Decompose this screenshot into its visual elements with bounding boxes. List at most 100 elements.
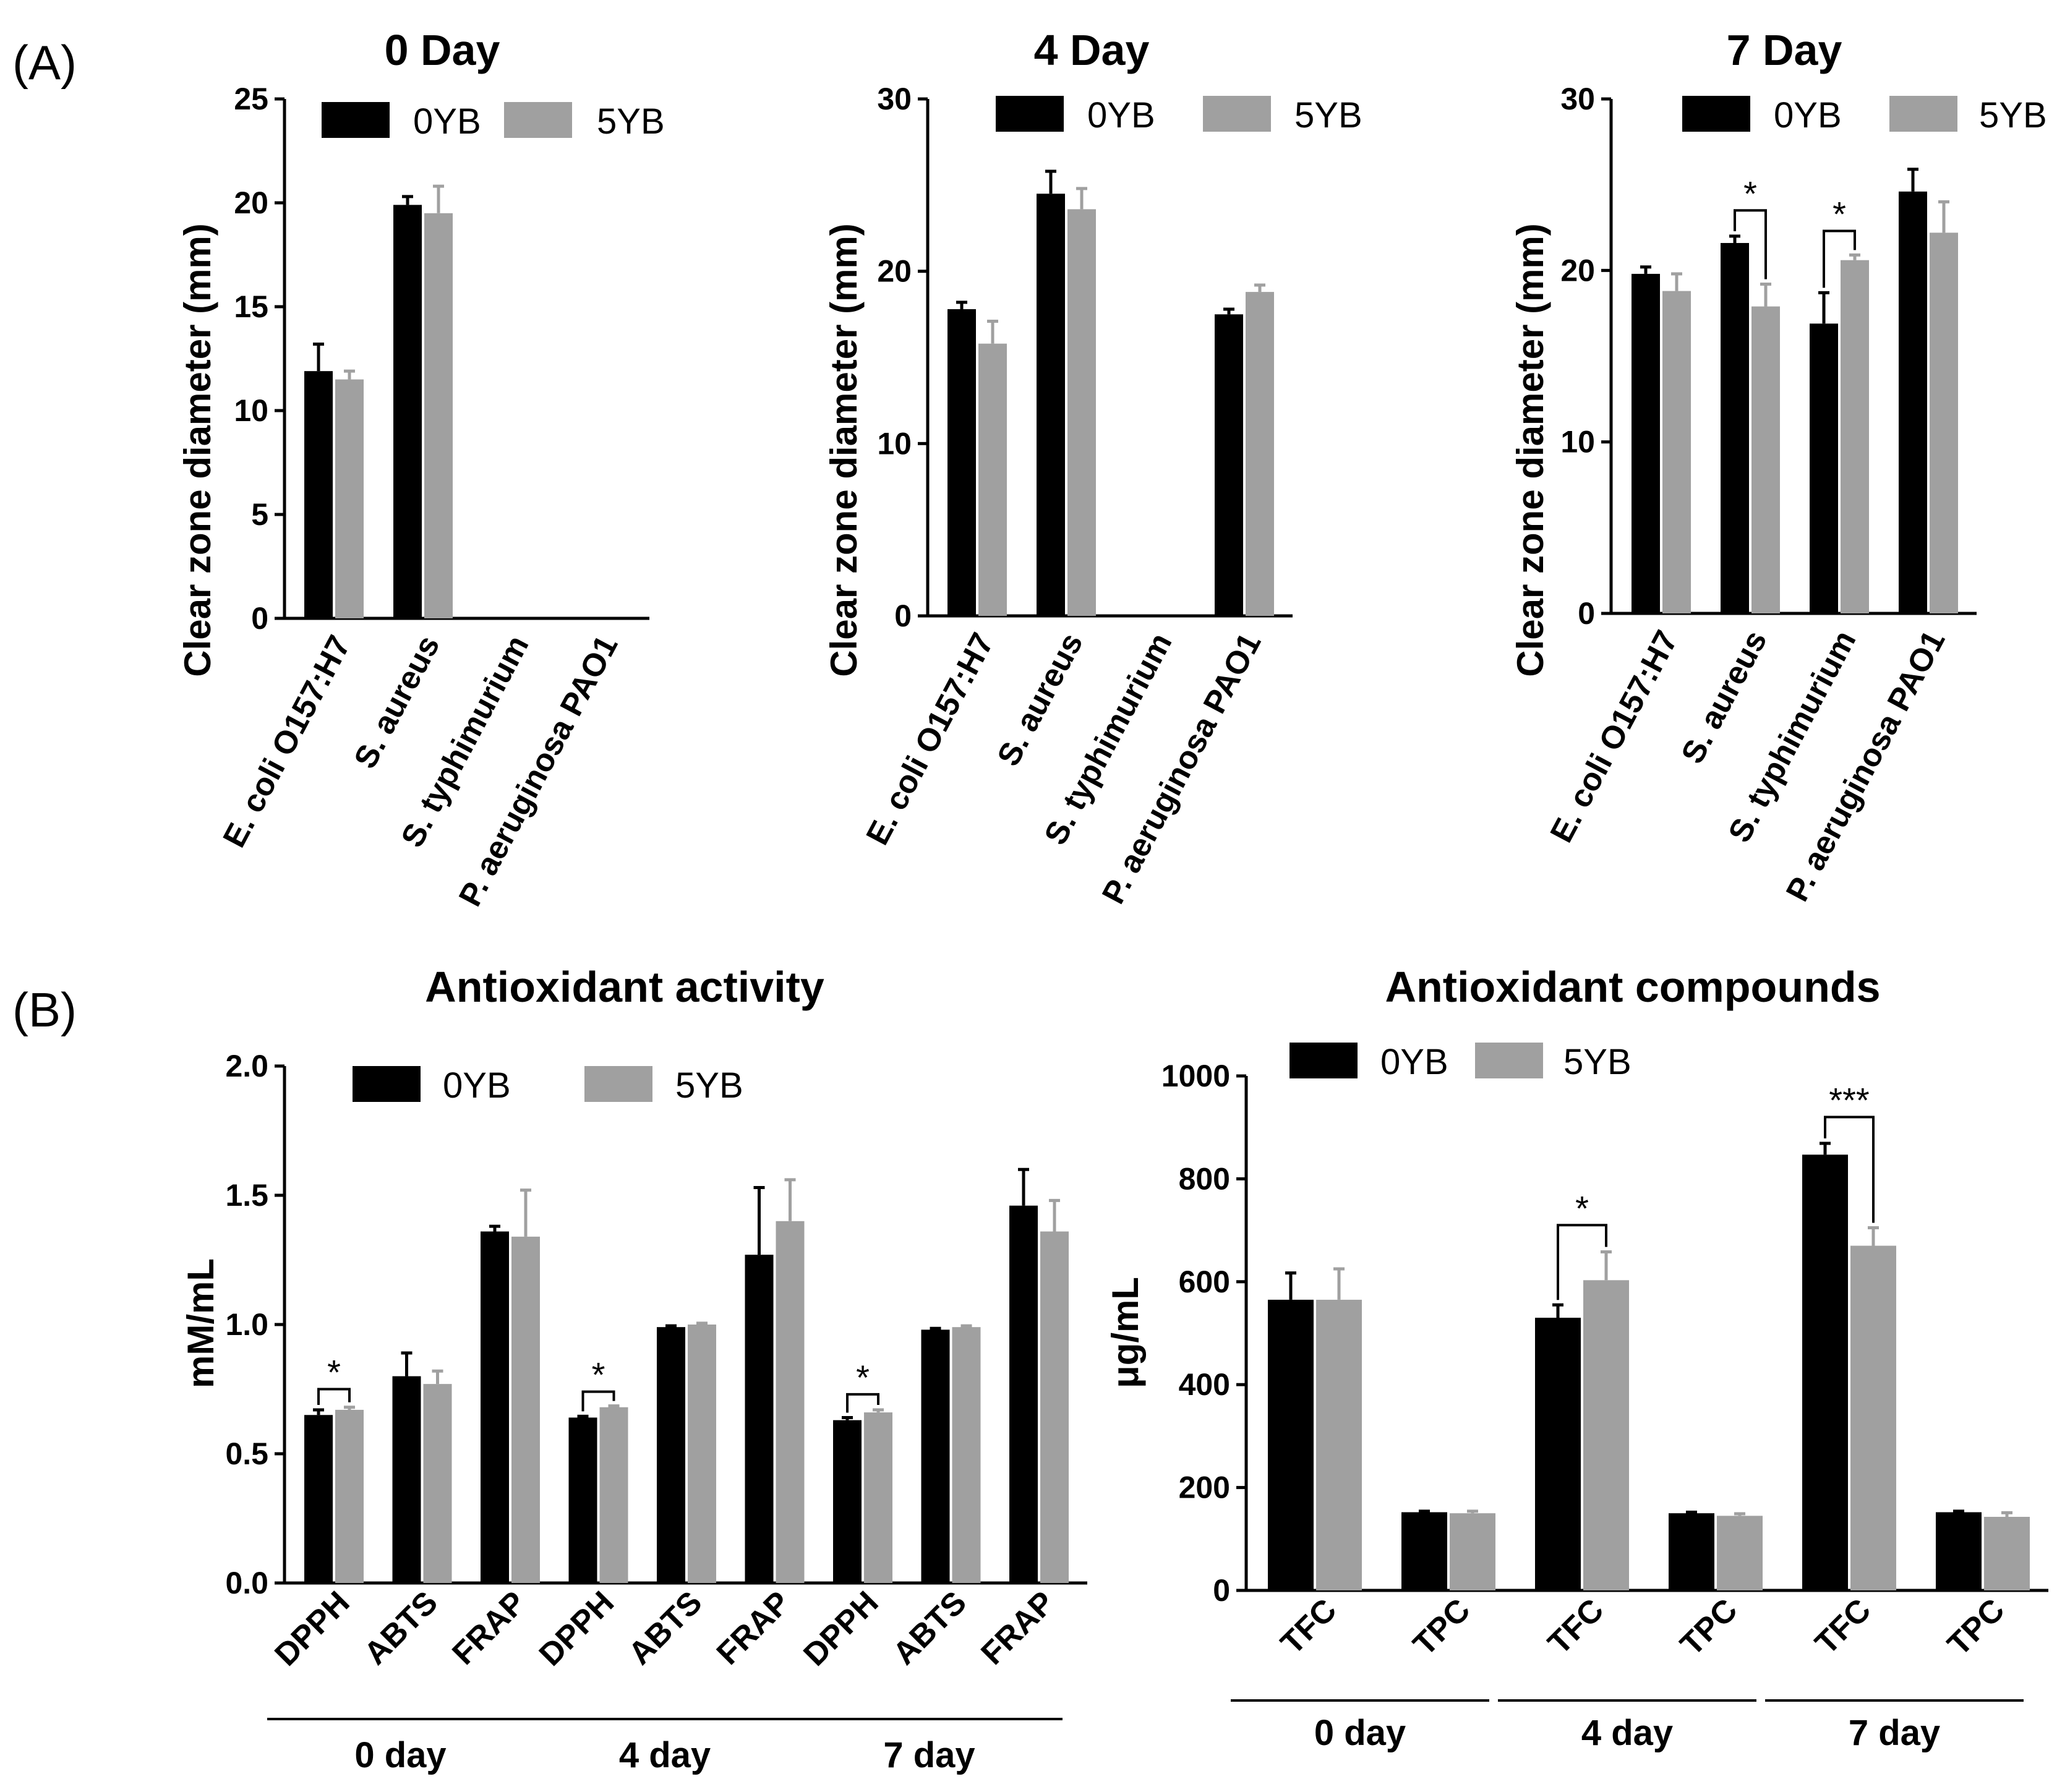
legend-swatch-0yb — [353, 1066, 421, 1102]
group-label: 4 day — [1581, 1713, 1673, 1753]
bar-0yb — [392, 1376, 421, 1583]
x-category-label: TFC — [1808, 1592, 1878, 1661]
bar-0yb — [1535, 1318, 1581, 1590]
significance-bracket — [581, 1390, 615, 1412]
bar-0yb — [1899, 191, 1927, 613]
x-category-label: DPPH — [797, 1584, 885, 1673]
bar-0yb — [1037, 194, 1065, 616]
bar-5yb — [952, 1327, 981, 1583]
bar-0yb — [947, 309, 976, 616]
x-category-label: E. coli O157:H7 — [1544, 625, 1685, 848]
bar-5yb — [423, 1384, 452, 1583]
y-tick-label: 0 — [894, 599, 912, 633]
bar-0yb — [921, 1329, 950, 1583]
x-category-label: FRAP — [445, 1584, 532, 1671]
x-category-label: S. aureus — [1674, 625, 1774, 769]
significance-marker: * — [856, 1358, 870, 1397]
x-category-label: DPPH — [532, 1584, 621, 1673]
bar-5yb — [1751, 306, 1780, 613]
x-category-label: ABTS — [622, 1584, 709, 1671]
chart-0-day: 0 Day Clear zone diameter (mm) 0YB 5YB 0… — [177, 26, 665, 912]
bar-0yb — [304, 371, 333, 618]
y-axis-title: Clear zone diameter (mm) — [1510, 223, 1551, 677]
x-category-label: P. aeruginosa PAO1 — [1779, 625, 1952, 907]
bar-5yb — [776, 1221, 805, 1583]
x-category-label: P. aeruginosa PAO1 — [452, 629, 625, 912]
bar-5yb — [599, 1407, 628, 1583]
bar-5yb — [1717, 1516, 1763, 1590]
x-category-label: P. aeruginosa PAO1 — [1095, 627, 1268, 910]
bar-0yb — [1936, 1512, 1982, 1590]
legend-swatch-5yb — [1475, 1043, 1543, 1078]
legend-swatch-5yb — [1889, 96, 1957, 132]
x-category-label: E. coli O157:H7 — [216, 629, 358, 853]
legend-swatch-5yb — [584, 1066, 652, 1102]
significance-bracket — [1734, 209, 1767, 279]
x-category-label: S. aureus — [990, 627, 1090, 772]
y-tick-label: 1.5 — [225, 1178, 268, 1213]
bar-5yb — [335, 379, 364, 618]
bar-0yb — [1215, 314, 1243, 616]
y-tick-label: 30 — [877, 82, 912, 116]
y-tick-label: 600 — [1179, 1265, 1230, 1299]
bar-0yb — [1632, 273, 1660, 613]
bar-0yb — [1268, 1299, 1314, 1590]
x-category-label: E. coli O157:H7 — [860, 627, 1001, 851]
legend-label-0yb: 0YB — [1380, 1042, 1448, 1082]
y-tick-label: 0.5 — [225, 1436, 268, 1471]
chart-title: Antioxidant activity — [425, 963, 824, 1011]
y-tick-label: 1000 — [1161, 1059, 1230, 1093]
bar-5yb — [1583, 1280, 1629, 1590]
x-category-label: TPC — [1941, 1592, 2012, 1663]
y-tick-label: 0 — [251, 601, 268, 636]
x-category-label: DPPH — [268, 1584, 356, 1673]
y-tick-label: 20 — [877, 254, 912, 289]
x-category-label: FRAP — [710, 1584, 797, 1671]
bar-5yb — [1984, 1517, 2030, 1590]
bar-5yb — [424, 213, 453, 618]
bar-5yb — [1450, 1513, 1495, 1590]
y-tick-label: 800 — [1179, 1161, 1230, 1196]
bar-5yb — [1246, 292, 1274, 616]
significance-marker: * — [1575, 1188, 1589, 1227]
bar-5yb — [335, 1409, 364, 1583]
bar-0yb — [304, 1415, 333, 1583]
panel-label-a: (A) — [12, 35, 77, 90]
group-label: 7 day — [1849, 1713, 1940, 1753]
x-category-label: TPC — [1674, 1592, 1745, 1663]
x-category-label: ABTS — [357, 1584, 445, 1671]
y-tick-label: 0 — [1578, 596, 1595, 631]
significance-bracket — [846, 1393, 879, 1413]
y-tick-label: 30 — [1560, 82, 1595, 116]
legend-label-5yb: 5YB — [675, 1065, 743, 1106]
chart-title: 7 Day — [1727, 26, 1842, 74]
group-label: 0 day — [354, 1735, 446, 1775]
significance-bracket — [317, 1388, 351, 1405]
bar-0yb — [1810, 323, 1838, 613]
bar-0yb — [657, 1327, 685, 1583]
y-tick-label: 5 — [251, 497, 268, 532]
significance-marker: * — [1833, 195, 1846, 234]
bar-0yb — [1009, 1205, 1038, 1583]
group-label: 7 day — [883, 1735, 975, 1775]
significance-bracket — [1824, 1116, 1875, 1223]
significance-bracket — [1557, 1224, 1607, 1300]
y-tick-label: 10 — [877, 426, 912, 461]
legend-swatch-0yb — [1289, 1043, 1358, 1078]
significance-marker: *** — [1829, 1081, 1869, 1120]
y-tick-label: 10 — [1560, 425, 1595, 459]
chart-4-day: 4 Day Clear zone diameter (mm) 0YB 5YB 0… — [823, 26, 1362, 910]
legend-label-5yb: 5YB — [597, 101, 665, 142]
y-axis-title: μg/mL — [1105, 1277, 1146, 1388]
bar-5yb — [1930, 233, 1958, 613]
legend-label-5yb: 5YB — [1979, 95, 2047, 135]
significance-bracket — [1823, 229, 1856, 288]
bar-0yb — [1669, 1513, 1714, 1590]
group-label: 4 day — [619, 1735, 711, 1775]
chart-title: 0 Day — [385, 26, 500, 74]
y-tick-label: 2.0 — [225, 1049, 268, 1083]
y-tick-label: 0.0 — [225, 1566, 268, 1600]
y-tick-label: 0 — [1213, 1573, 1230, 1608]
legend-swatch-0yb — [1682, 96, 1750, 132]
